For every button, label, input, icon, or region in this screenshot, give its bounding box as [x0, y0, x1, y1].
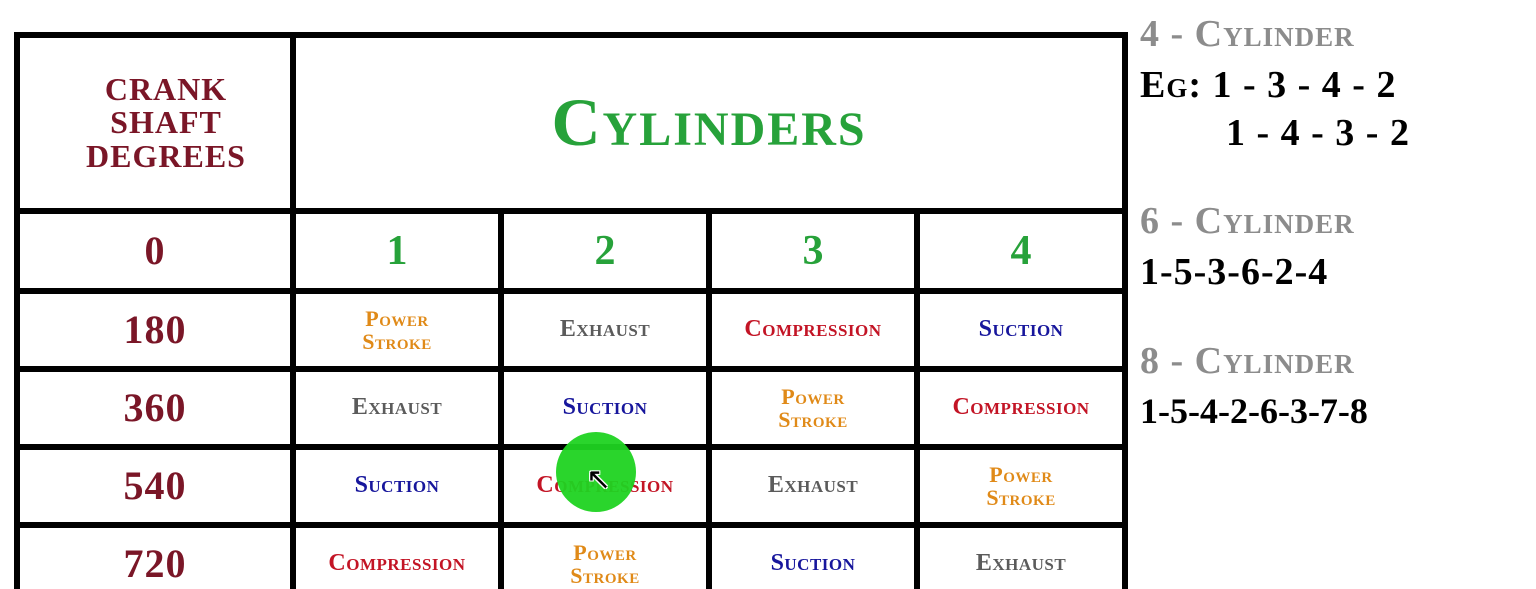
firing-order-examples: 4 - Cylinder Eg: 1 - 3 - 4 - 21 - 4 - 3 -… — [1140, 12, 1536, 476]
firing-order-title: 4 - Cylinder — [1140, 12, 1536, 56]
table-row: 720CompressionPowerStrokeSuctionExhaust — [17, 525, 1125, 589]
firing-order-sequence: Eg: 1 - 3 - 4 - 2 — [1140, 62, 1536, 110]
firing-order-sequence: 1-5-3-6-2-4 — [1140, 249, 1536, 297]
degree-cell: 720 — [17, 525, 293, 589]
cylinder-number: 4 — [917, 211, 1125, 291]
degree-cell: 180 — [17, 291, 293, 369]
crank-shaft-degrees-header: CRANK SHAFT DEGREES — [17, 35, 293, 211]
stroke-cell: Compression — [709, 291, 917, 369]
cylinders-header: Cylinders — [293, 35, 1125, 211]
stroke-cell: Suction — [917, 291, 1125, 369]
degree-cell: 360 — [17, 369, 293, 447]
firing-order-sequence: 1-5-4-2-6-3-7-8 — [1140, 389, 1536, 434]
table-row: 180PowerStrokeExhaustCompressionSuction — [17, 291, 1125, 369]
stroke-cell: Suction — [501, 369, 709, 447]
stroke-cell: Compression — [917, 369, 1125, 447]
stroke-cell: Suction — [293, 447, 501, 525]
stroke-cell: Exhaust — [709, 447, 917, 525]
cylinder-number-row: 0 1 2 3 4 — [17, 211, 1125, 291]
firing-order-title: 6 - Cylinder — [1140, 199, 1536, 243]
stroke-cell: PowerStroke — [917, 447, 1125, 525]
degree-cell: 540 — [17, 447, 293, 525]
stroke-cell: Compression — [293, 525, 501, 589]
firing-order-block: 8 - Cylinder 1-5-4-2-6-3-7-8 — [1140, 339, 1536, 434]
stroke-cell: Exhaust — [917, 525, 1125, 589]
stroke-cell: PowerStroke — [293, 291, 501, 369]
firing-order-block: 6 - Cylinder 1-5-3-6-2-4 — [1140, 199, 1536, 297]
firing-order-block: 4 - Cylinder Eg: 1 - 3 - 4 - 21 - 4 - 3 -… — [1140, 12, 1536, 157]
stroke-cell: PowerStroke — [709, 369, 917, 447]
degree-cell: 0 — [17, 211, 293, 291]
cylinder-number: 2 — [501, 211, 709, 291]
firing-order-table: CRANK SHAFT DEGREES Cylinders 0 1 2 3 4 … — [14, 32, 1128, 589]
stroke-cell: Compression — [501, 447, 709, 525]
table-row: 540SuctionCompressionExhaustPowerStroke — [17, 447, 1125, 525]
table-row: 360ExhaustSuctionPowerStrokeCompression — [17, 369, 1125, 447]
stroke-cell: Exhaust — [293, 369, 501, 447]
cylinder-number: 1 — [293, 211, 501, 291]
stroke-cell: Suction — [709, 525, 917, 589]
stroke-cell: Exhaust — [501, 291, 709, 369]
cylinder-number: 3 — [709, 211, 917, 291]
firing-order-sequence: 1 - 4 - 3 - 2 — [1140, 110, 1536, 158]
firing-order-title: 8 - Cylinder — [1140, 339, 1536, 383]
stroke-cell: PowerStroke — [501, 525, 709, 589]
